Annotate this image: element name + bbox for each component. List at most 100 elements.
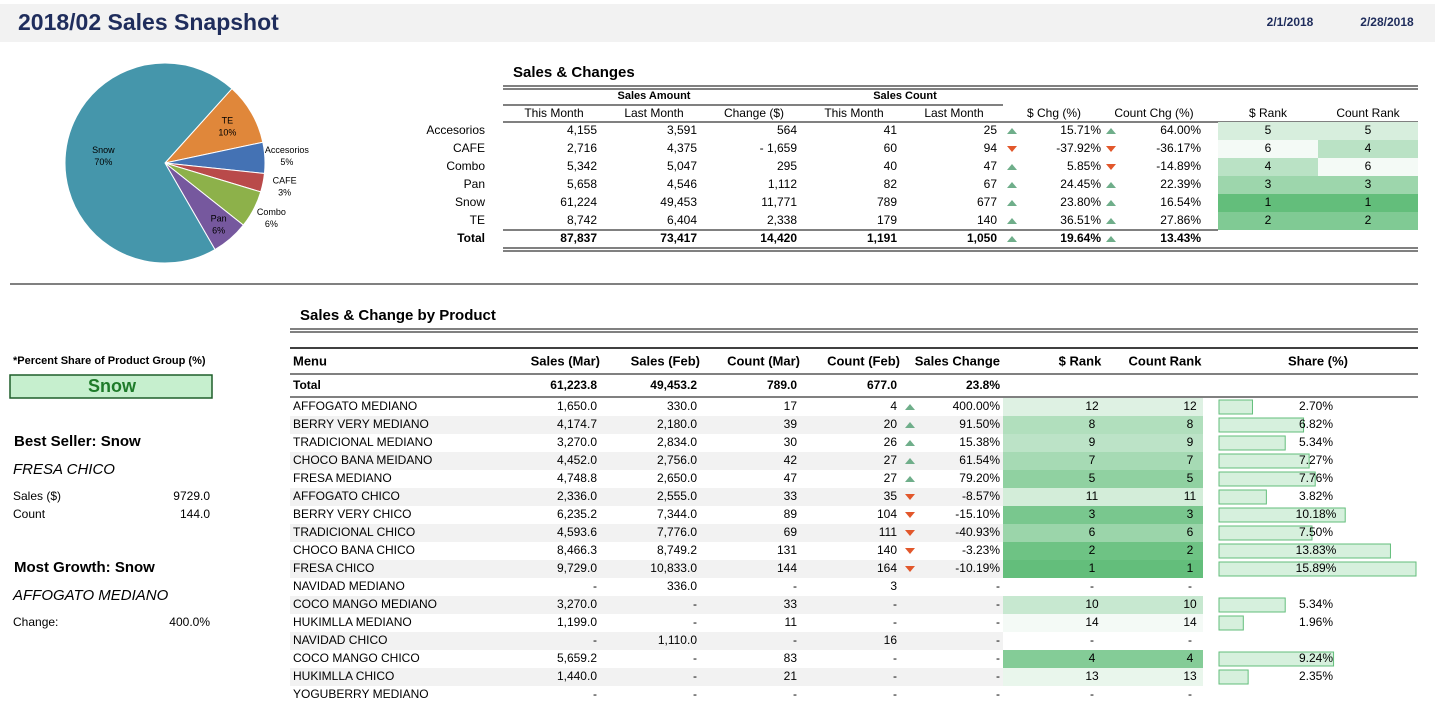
rank: 5 [1365, 123, 1372, 137]
cell: 33 [784, 489, 798, 503]
rank-cell [1318, 194, 1418, 212]
cell: 2,650.0 [657, 471, 697, 485]
cell: 12 [1183, 399, 1197, 413]
cell: CHOCO BANA CHICO [293, 543, 415, 557]
rank-cell [1118, 488, 1203, 506]
pie-label: TE [222, 115, 234, 125]
rank-cell [1003, 488, 1118, 506]
arrow-up [1007, 182, 1017, 188]
cell: 14 [1085, 615, 1099, 629]
cell: 20 [884, 417, 898, 431]
cell: - [693, 687, 697, 701]
arrow-down [905, 494, 915, 500]
share-label: 2.35% [1299, 669, 1333, 683]
cell: 140 [877, 543, 897, 557]
cell: 12 [1085, 399, 1099, 413]
cell: 3,591 [667, 123, 697, 137]
start-date: 2/1/2018 [1267, 15, 1314, 29]
rank: 4 [1265, 159, 1272, 173]
row-band [290, 596, 1003, 614]
cell: 10 [1085, 597, 1099, 611]
total-cell: 23.8% [966, 378, 1000, 392]
total-cell: 61,223.8 [550, 378, 597, 392]
rank-cell [1003, 668, 1118, 686]
column-header: Share (%) [1288, 353, 1348, 368]
cell: 5.85% [1067, 159, 1101, 173]
rank-cell [1118, 596, 1203, 614]
column-header: $ Rank [1059, 353, 1102, 368]
arrow-down [1106, 164, 1116, 170]
rank: 4 [1365, 141, 1372, 155]
cell: 164 [877, 561, 897, 575]
arrow-up [1007, 218, 1017, 224]
cell: 295 [777, 159, 797, 173]
cell: - [893, 597, 897, 611]
cell: 11,771 [761, 195, 797, 209]
cell: - [996, 633, 1000, 647]
cell: AFFOGATO MEDIANO [293, 399, 417, 413]
cell: 111 [879, 525, 898, 539]
row-label: Total [457, 231, 485, 245]
cell: 2,834.0 [657, 435, 697, 449]
cell: 400.00% [953, 399, 1001, 413]
cell: 17 [784, 399, 798, 413]
cell: 26 [884, 435, 898, 449]
cell: 104 [877, 507, 897, 521]
rank-cell [1118, 470, 1203, 488]
cell: 60 [884, 141, 898, 155]
share-bar [1218, 507, 1346, 523]
share-label: 5.34% [1299, 597, 1333, 611]
cell: 2,716 [567, 141, 597, 155]
cell: 41 [884, 123, 898, 137]
cell: 61,224 [560, 195, 597, 209]
total-cell: 19.64% [1060, 231, 1101, 245]
cell: 13 [1085, 669, 1099, 683]
rank-cell [1003, 416, 1118, 434]
cell: 10 [1183, 597, 1197, 611]
cell: 564 [777, 123, 797, 137]
pie-slice [64, 62, 233, 264]
rank-cell [1218, 194, 1318, 212]
cell: TRADICIONAL CHICO [293, 525, 415, 539]
cell: 4,593.6 [557, 525, 597, 539]
rank-cell [1003, 542, 1118, 560]
column-header: Last Month [624, 106, 683, 120]
row-label: Snow [455, 195, 485, 209]
rank-cell [1118, 398, 1203, 416]
cell: - [1188, 579, 1192, 593]
cell: 9,729.0 [557, 561, 597, 575]
cell: 30 [784, 435, 798, 449]
share-label: 7.76% [1299, 471, 1333, 485]
cell: HUKIMLLA MEDIANO [293, 615, 412, 629]
share-bar [1218, 561, 1417, 577]
cell: FRESA MEDIANO [293, 471, 392, 485]
column-header: Change ($) [724, 106, 784, 120]
cell: - [996, 669, 1000, 683]
cell: - [693, 597, 697, 611]
cell: 64.00% [1160, 123, 1201, 137]
row-band [290, 488, 1003, 506]
cell: 330.0 [667, 399, 697, 413]
label: Count [13, 507, 46, 521]
rank-cell [1118, 434, 1203, 452]
rank: 3 [1365, 177, 1372, 191]
arrow-up [905, 476, 915, 482]
cell: 1 [1187, 561, 1194, 575]
cell: 5,659.2 [557, 651, 597, 665]
arrow-up [1106, 128, 1116, 134]
cell: - [893, 687, 897, 701]
rank-cell [1003, 596, 1118, 614]
cell: 7 [1187, 453, 1194, 467]
cell: - [996, 615, 1000, 629]
arrow-up [905, 422, 915, 428]
cell: 336.0 [667, 579, 697, 593]
cell: 5 [1187, 471, 1194, 485]
cell: 67 [984, 177, 998, 191]
cell: 25 [984, 123, 998, 137]
cell: - [593, 687, 597, 701]
total-cell: 789.0 [767, 378, 797, 392]
arrow-up [1106, 218, 1116, 224]
cell: 3,270.0 [557, 597, 597, 611]
cell: - [893, 651, 897, 665]
arrow-up [905, 404, 915, 410]
